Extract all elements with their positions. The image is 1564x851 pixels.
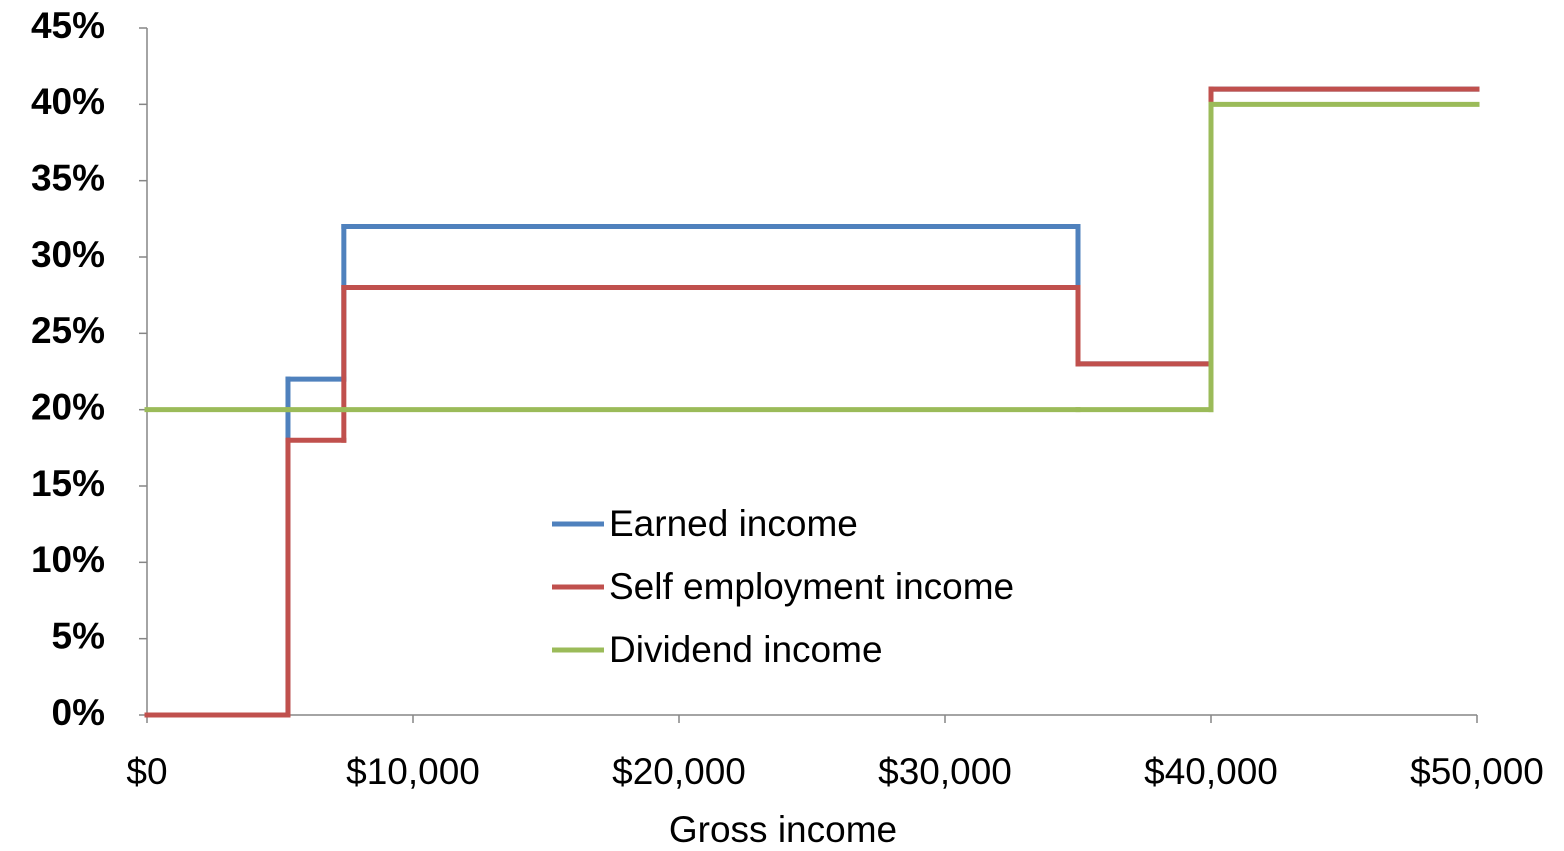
y-tick-label: 20% (31, 386, 105, 427)
x-axis-title: Gross income (669, 809, 897, 850)
y-tick-label: 30% (31, 234, 105, 275)
x-tick-label: $40,000 (1144, 751, 1278, 792)
x-tick-label: $20,000 (612, 751, 746, 792)
y-tick-label: 25% (31, 310, 105, 351)
y-tick-label: 45% (31, 5, 105, 46)
y-tick-label: 5% (52, 615, 105, 656)
x-tick-label: $30,000 (878, 751, 1012, 792)
y-tick-label: 40% (31, 81, 105, 122)
legend-label: Self employment income (609, 566, 1014, 607)
x-tick-label: $50,000 (1410, 751, 1544, 792)
legend-label: Dividend income (609, 629, 883, 670)
y-tick-label: 0% (52, 692, 105, 733)
y-tick-label: 10% (31, 539, 105, 580)
y-tick-label: 15% (31, 463, 105, 504)
legend-label: Earned income (609, 503, 858, 544)
x-tick-label: $0 (126, 751, 167, 792)
y-tick-label: 35% (31, 157, 105, 198)
x-tick-label: $10,000 (346, 751, 480, 792)
